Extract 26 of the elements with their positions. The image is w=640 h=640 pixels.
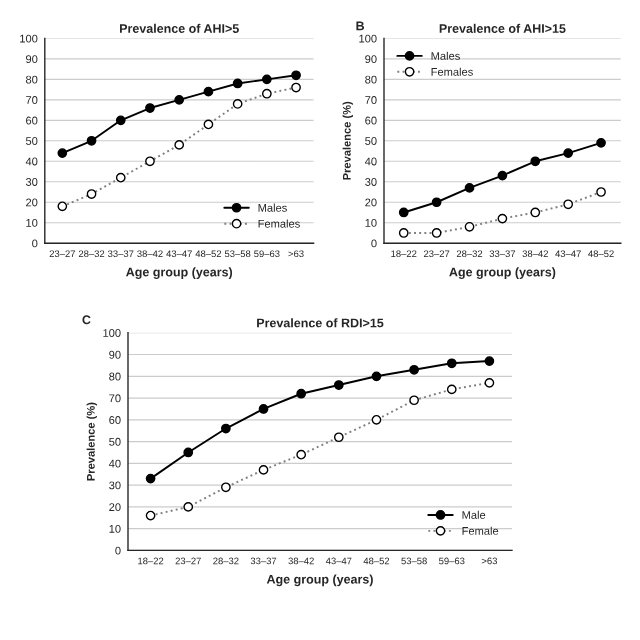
point — [431, 197, 442, 208]
point — [497, 170, 508, 181]
point — [86, 135, 97, 146]
point — [291, 70, 301, 81]
point — [296, 388, 307, 399]
point — [232, 78, 243, 89]
point — [145, 103, 155, 113]
point — [409, 364, 419, 375]
point — [258, 404, 269, 414]
point — [203, 86, 214, 97]
point — [183, 447, 194, 458]
point — [563, 148, 574, 158]
point — [371, 371, 382, 382]
point — [484, 356, 495, 366]
point — [398, 207, 409, 218]
point — [145, 473, 156, 484]
point — [221, 423, 231, 434]
point — [596, 137, 606, 148]
point — [174, 94, 185, 105]
point — [333, 380, 344, 390]
point — [261, 74, 272, 85]
point — [464, 183, 475, 193]
point — [530, 156, 541, 167]
point — [446, 358, 457, 369]
point — [57, 148, 68, 158]
point — [115, 115, 126, 126]
